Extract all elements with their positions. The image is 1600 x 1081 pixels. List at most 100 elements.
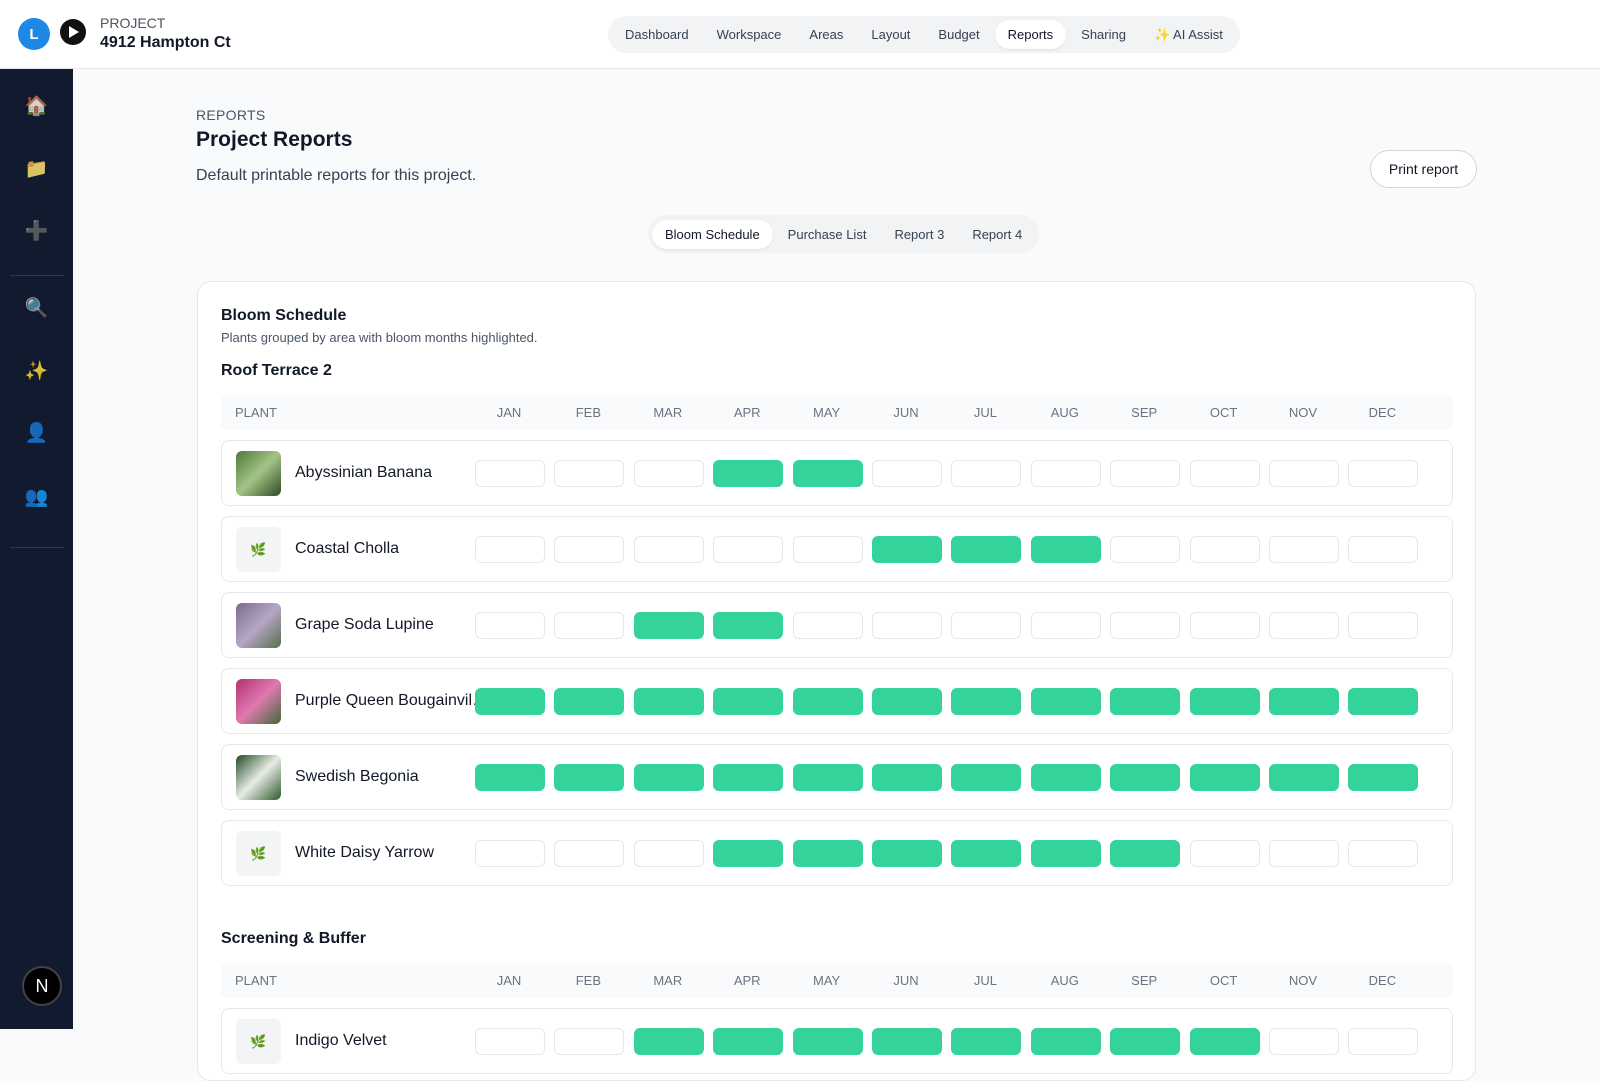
badge[interactable]: N <box>22 966 62 1006</box>
bloom-cell <box>713 1028 784 1055</box>
bloom-cell <box>792 612 863 639</box>
month-header: JUN <box>893 405 919 420</box>
month-header: OCT <box>1209 405 1238 420</box>
bloom-cell <box>1030 840 1101 867</box>
bloom-cell <box>713 536 784 563</box>
month-header: JUL <box>973 973 997 988</box>
sidebar-icon[interactable]: 🔍 <box>24 298 49 319</box>
nav: Dashboard Workspace Areas Layout Budget Repor… <box>608 16 1240 53</box>
table-header: PLANT JAN FEB MAR APR MAY JUN JUL AUG SEP OCT NOV DE… <box>221 395 1453 430</box>
plant-name: Purple Queen Bougainvil… <box>295 692 489 709</box>
bloom-cell <box>1348 840 1419 867</box>
nav-item[interactable]: Workspace <box>716 27 782 42</box>
bloom-cell <box>475 460 545 487</box>
table-header: PLANT JAN FEB MAR APR MAY JUN JUL AUG SEP OCT NOV DE… <box>221 963 1453 998</box>
bloom-cell <box>872 1028 942 1055</box>
bloom-cell <box>1189 840 1260 867</box>
nav-item[interactable]: Budget <box>938 27 980 42</box>
bloom-cell <box>713 840 784 867</box>
sidebar-icon[interactable]: 📁 <box>24 159 49 180</box>
report-subtitle: Plants grouped by area with bloom months… <box>221 330 538 345</box>
top-bar: L PROJECT 4912 Hampton Ct Dashboard Works… <box>0 0 1600 69</box>
bloom-cell <box>872 688 942 715</box>
avatar[interactable]: L <box>18 18 50 50</box>
nav-item[interactable]: Sharing <box>1081 27 1126 42</box>
bloom-cell <box>554 536 625 563</box>
plant-name: Coastal Cholla <box>295 540 400 557</box>
divider <box>10 547 64 548</box>
bloom-cell <box>792 688 863 715</box>
bloom-cell <box>872 840 942 867</box>
group-title: Screening & Buffer <box>221 930 366 947</box>
bloom-cell <box>1269 688 1339 715</box>
report-tabs: Bloom Schedule Purchase List Report 3 Repor… <box>648 215 1040 253</box>
sidebar-icon[interactable]: 👥 <box>24 487 49 508</box>
tab[interactable]: Report 3 <box>894 226 945 242</box>
bloom-cell <box>633 536 704 563</box>
bloom-cell <box>1348 1028 1419 1055</box>
bloom-cell <box>1269 536 1339 563</box>
plant-row: Abyssinian Banana <box>221 440 1453 506</box>
month-header: APR <box>733 405 761 420</box>
plant-row: Grape Soda Lupine <box>221 592 1453 658</box>
plant-photo <box>236 679 281 724</box>
bloom-cell <box>1269 840 1339 867</box>
plant-row: Purple Queen Bougainvil… <box>221 668 1453 734</box>
bloom-cell <box>872 764 942 791</box>
plant-icon: 🌿 <box>236 527 281 572</box>
tab[interactable]: Report 4 <box>972 226 1023 242</box>
bloom-cell <box>1030 1028 1101 1055</box>
bloom-cell <box>1269 612 1339 639</box>
bloom-cell <box>951 688 1022 715</box>
nav-item[interactable]: Layout <box>871 27 911 42</box>
bloom-cell <box>554 840 625 867</box>
bloom-cell <box>1348 460 1419 487</box>
plant-name: White Daisy Yarrow <box>295 844 434 861</box>
bloom-cell <box>633 840 704 867</box>
month-header: JAN <box>496 973 522 988</box>
sidebar-icon[interactable]: ✨ <box>24 361 49 382</box>
sidebar-icon[interactable]: ➕ <box>24 221 49 242</box>
sidebar-icon[interactable]: 👤 <box>24 423 49 444</box>
bloom-cell <box>1110 764 1181 791</box>
tab[interactable]: Bloom Schedule <box>652 219 773 249</box>
play-button[interactable] <box>59 18 87 46</box>
bloom-cell <box>1030 460 1101 487</box>
nav-item[interactable]: ✨ AI Assist <box>1153 26 1223 42</box>
plant-row: 🌿 White Daisy Yarrow <box>221 820 1453 886</box>
month-header: MAR <box>653 973 683 988</box>
month-header: AUG <box>1050 973 1079 988</box>
bloom-cell <box>1189 1028 1260 1055</box>
bloom-cell <box>951 764 1022 791</box>
plant-name: Abyssinian Banana <box>295 464 432 481</box>
plant-icon: 🌿 <box>236 1019 281 1064</box>
print-button[interactable]: Print report <box>1370 150 1477 188</box>
bloom-cell <box>872 536 942 563</box>
month-header: SEP <box>1131 973 1158 988</box>
bloom-cell <box>475 536 545 563</box>
month-header: OCT <box>1209 973 1238 988</box>
bloom-cell <box>1348 612 1419 639</box>
bloom-cell <box>633 688 704 715</box>
nav-item[interactable]: Dashboard <box>625 27 689 42</box>
month-header: MAY <box>812 973 841 988</box>
bloom-cell <box>475 688 545 715</box>
nav-item[interactable]: Areas <box>809 27 844 42</box>
month-header: JAN <box>496 405 522 420</box>
bloom-cell <box>1030 536 1101 563</box>
bloom-cell <box>1189 612 1260 639</box>
month-header: SEP <box>1131 405 1158 420</box>
plant-photo <box>236 755 281 800</box>
bloom-cell <box>951 536 1022 563</box>
month-header: DEC <box>1368 973 1397 988</box>
bloom-cell <box>554 764 625 791</box>
nav-item[interactable]: Reports <box>994 20 1067 49</box>
month-header: APR <box>733 973 761 988</box>
month-header: DEC <box>1368 405 1397 420</box>
tab[interactable]: Purchase List <box>787 226 867 242</box>
plant-header: PLANT <box>235 405 277 420</box>
sidebar-icon[interactable]: 🏠 <box>24 96 49 117</box>
plant-icon: 🌿 <box>236 831 281 876</box>
bloom-cell <box>1348 764 1419 791</box>
